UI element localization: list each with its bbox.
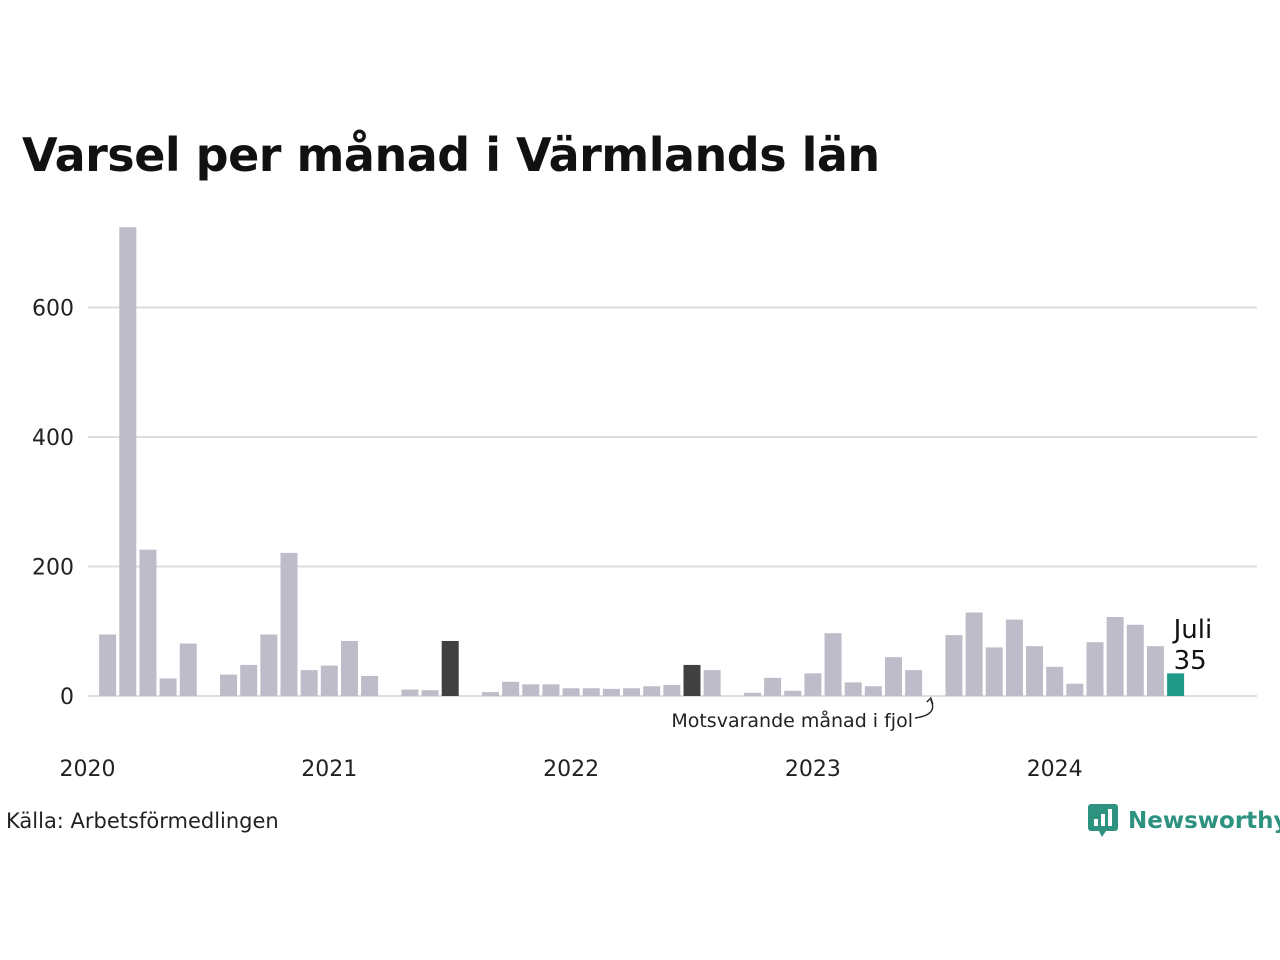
bar: [542, 684, 560, 696]
bar: [1046, 666, 1064, 696]
bar: [361, 675, 379, 696]
bar: [502, 681, 520, 696]
current-month-bar: [1167, 673, 1185, 696]
bar: [159, 678, 177, 696]
bar: [582, 688, 600, 696]
bar: [240, 664, 258, 696]
bar: [260, 634, 278, 696]
comparison-annotation: Motsvarande månad i fjol: [671, 696, 934, 732]
y-axis-labels: 0 200 400 600: [32, 297, 74, 711]
bar: [1146, 646, 1164, 696]
bar: [1066, 683, 1084, 696]
bar: [1005, 619, 1023, 696]
x-tick-label: 2021: [301, 757, 357, 782]
annotation-arrow-line: [914, 699, 934, 719]
bar: [220, 674, 238, 696]
bar: [905, 670, 923, 696]
bar: [300, 670, 318, 696]
current-month-value: 35: [1174, 646, 1207, 676]
bar: [139, 549, 157, 696]
brand-logo: Newsworthy: [1088, 804, 1280, 838]
current-month-name: Juli: [1172, 615, 1213, 645]
y-tick-label: 200: [32, 556, 74, 581]
bar: [482, 692, 499, 696]
bar: [784, 690, 802, 696]
bar: [421, 690, 439, 696]
bars: [99, 227, 1185, 696]
x-tick-label: 2023: [785, 757, 841, 782]
x-tick-label: 2022: [543, 757, 599, 782]
bar: [945, 635, 963, 696]
y-tick-label: 0: [60, 685, 74, 710]
bar: [663, 684, 681, 696]
bar: [562, 688, 580, 696]
annotation-text: Motsvarande månad i fjol: [671, 709, 913, 732]
y-tick-label: 600: [32, 297, 74, 322]
bar: [1106, 617, 1124, 696]
bar: [280, 552, 298, 696]
bar: [864, 686, 882, 696]
newsworthy-logo-icon: [1088, 804, 1118, 837]
bar: [824, 633, 842, 696]
brand-name: Newsworthy: [1128, 808, 1280, 834]
bar: [99, 634, 117, 696]
annotation-arrow-head: [926, 696, 934, 705]
bar: [522, 684, 540, 696]
bar: [965, 612, 983, 696]
bar: [320, 665, 338, 696]
bar: [764, 677, 782, 696]
bar: [602, 688, 620, 696]
x-tick-label: 2024: [1027, 757, 1083, 782]
bar: [119, 227, 137, 696]
bar: [885, 657, 902, 696]
comparison-bar: [683, 664, 701, 696]
bar: [1086, 642, 1104, 696]
bar: [623, 688, 641, 696]
source-note: Källa: Arbetsförmedlingen: [6, 809, 279, 833]
bar: [844, 682, 862, 696]
bar: [340, 640, 358, 696]
y-tick-label: 400: [32, 426, 74, 451]
bar: [401, 689, 419, 696]
bar: [743, 692, 761, 696]
x-tick-label: 2020: [60, 757, 116, 782]
bar: [804, 673, 822, 696]
comparison-bar: [441, 640, 459, 696]
bar: [1026, 646, 1044, 696]
bar: [179, 643, 197, 696]
chart-title: Varsel per månad i Värmlands län: [22, 128, 880, 182]
bar: [985, 647, 1003, 696]
bar: [643, 686, 661, 696]
x-axis-labels: 2020 2021 2022 2023 2024: [60, 757, 1083, 782]
bar: [1126, 624, 1144, 696]
bar: [703, 670, 721, 696]
